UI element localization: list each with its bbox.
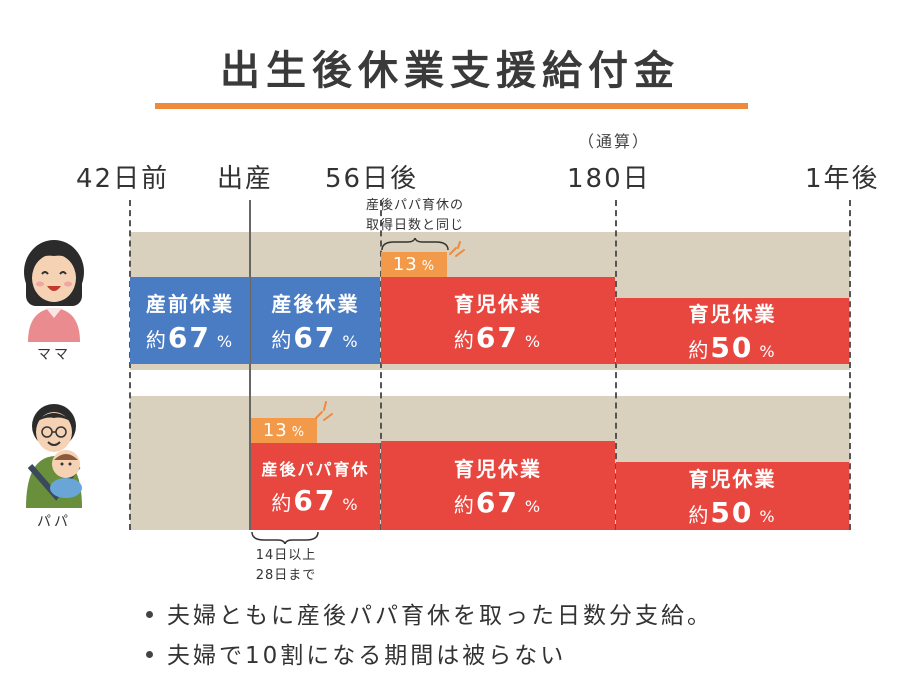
papa-annotation: 14日以上 28日まで: [236, 546, 336, 586]
rate-value: 50: [710, 331, 754, 364]
bullet-dot: [146, 611, 153, 618]
timeline-label-56-days-after: 56日後: [325, 164, 419, 194]
mama-bonus-box: 13%: [381, 252, 447, 277]
rate-prefix: 約: [271, 327, 294, 352]
rate-value: 67: [293, 320, 337, 354]
rate-prefix: 約: [271, 491, 294, 515]
rate-prefix: 約: [688, 503, 711, 527]
timeline-note: （通算）: [578, 132, 651, 151]
divider-birth: [249, 200, 251, 530]
annotation-line: 取得日数と同じ: [365, 218, 464, 233]
rate-value: 67: [167, 320, 211, 354]
block-name: 育児休業: [688, 302, 777, 326]
rate-value: 67: [475, 485, 519, 519]
block-name: 産後パパ育休: [261, 460, 370, 479]
mama-icon: [24, 240, 84, 342]
rate-prefix: 約: [453, 492, 476, 517]
block-name: 育児休業: [688, 467, 777, 491]
bullet-text: 夫婦で10割になる期間は被らない: [167, 643, 567, 669]
block-name: 産後休業: [271, 291, 360, 316]
bullet-item-2: 夫婦で10割になる期間は被らない: [146, 636, 566, 670]
rate-unit: %: [342, 495, 360, 514]
mama-block-childcare-leave-50: 育児休業 約50%: [616, 298, 849, 364]
rate-value: 50: [710, 496, 754, 529]
divider-56-days-after: [380, 200, 382, 530]
bonus-unit: %: [421, 259, 436, 274]
bonus-value: 13: [262, 420, 288, 441]
mama-label: ママ: [37, 347, 71, 363]
rate-value: 67: [475, 320, 519, 354]
bonus-unit: %: [291, 425, 306, 440]
papa-label: パパ: [37, 514, 71, 530]
rate-unit: %: [524, 496, 543, 516]
bullet-text: 夫婦ともに産後パパ育休を取った日数分支給。: [167, 603, 713, 629]
mama-block-postnatal-leave: 産後休業 約67%: [251, 277, 380, 364]
annotation-line: 産後パパ育休の: [365, 198, 464, 213]
mama-block-prenatal-leave: 産前休業 約67%: [130, 277, 250, 364]
timeline-label-180-days: 180日: [567, 164, 651, 194]
papa-sparkle-icon: [315, 401, 333, 421]
block-name: 産前休業: [146, 291, 234, 316]
rate-unit: %: [342, 331, 360, 351]
block-rate: 約67%: [381, 486, 615, 519]
divider-1-year-after: [849, 200, 851, 530]
rate-prefix: 約: [453, 327, 476, 352]
bonus-value: 13: [392, 254, 418, 275]
papa-annotation-brace: [251, 531, 319, 544]
rate-unit: %: [524, 331, 543, 351]
rate-prefix: 約: [145, 327, 168, 352]
bullet-dot: [146, 651, 153, 658]
rate-unit: %: [759, 342, 777, 361]
page-title: 出生後休業支援給付金: [220, 48, 680, 94]
annotation-line: 14日以上: [255, 548, 317, 563]
mama-annotation-brace: [381, 238, 449, 251]
papa-block-postnatal-papa-leave: 産後パパ育休 約67%: [251, 443, 380, 530]
block-rate: 約67%: [381, 321, 615, 354]
rate-unit: %: [216, 331, 235, 351]
block-rate: 約67%: [251, 484, 380, 517]
timeline-label-birth: 出産: [217, 164, 274, 194]
papa-icon: [26, 404, 82, 508]
block-rate: 約50%: [616, 496, 849, 529]
rate-unit: %: [759, 507, 777, 526]
annotation-line: 28日まで: [255, 568, 317, 583]
mama-sparkle-icon: [449, 241, 465, 257]
block-name: 育児休業: [454, 291, 542, 316]
timeline-label-1-year-after: 1年後: [805, 164, 880, 194]
papa-bonus-box: 13%: [251, 418, 317, 443]
divider-180-days: [615, 200, 617, 530]
divider-42-days-before: [129, 200, 131, 530]
rate-prefix: 約: [688, 338, 711, 362]
mama-annotation: 産後パパ育休の 取得日数と同じ: [350, 196, 480, 236]
papa-block-childcare-leave-67: 育児休業 約67%: [381, 441, 615, 530]
block-name: 育児休業: [454, 456, 542, 481]
mama-block-childcare-leave-67: 育児休業 約67%: [381, 277, 615, 364]
rate-value: 67: [293, 484, 337, 517]
title-underline: [155, 103, 748, 109]
block-rate: 約50%: [616, 331, 849, 364]
block-rate: 約67%: [251, 321, 380, 354]
papa-block-childcare-leave-50: 育児休業 約50%: [616, 462, 849, 530]
bullet-item-1: 夫婦ともに産後パパ育休を取った日数分支給。: [146, 596, 713, 630]
timeline-label-42-days-before: 42日前: [76, 164, 170, 194]
block-rate: 約67%: [130, 321, 250, 354]
